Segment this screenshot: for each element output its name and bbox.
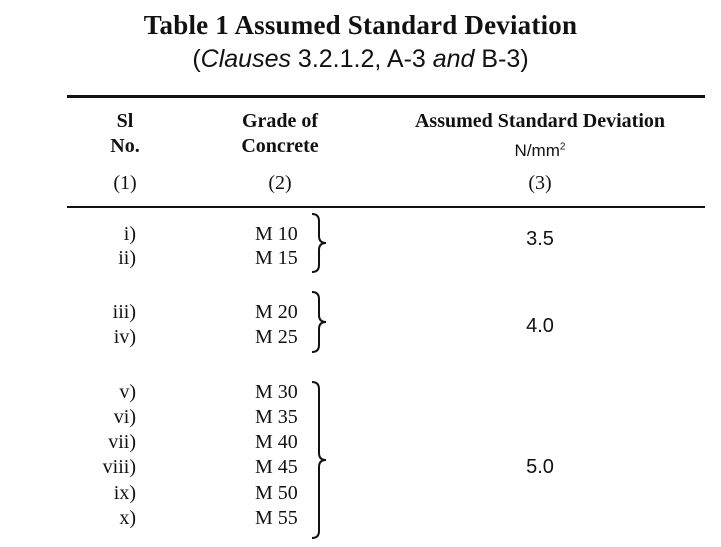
sd-value: 3.5 [526, 228, 554, 250]
table-subtitle: (Clauses 3.2.1.2, A-3 and B-3) [0, 45, 721, 74]
sl-no: v) [119, 381, 136, 403]
header-rule [67, 206, 705, 208]
sd-value: 4.0 [526, 315, 554, 337]
header-grade: Grade of Concrete [220, 109, 340, 159]
grade-cell: M 30 [255, 381, 298, 403]
subtitle-clauses-word: Clauses [200, 45, 291, 73]
brace-group-2 [311, 291, 327, 353]
subtitle-open: ( [192, 45, 201, 73]
header-unit-sup: 2 [559, 141, 566, 153]
col-number-2: (2) [268, 172, 292, 194]
col-number-3: (3) [528, 172, 552, 194]
grade-cell: M 15 [255, 247, 298, 269]
grade-cell: M 55 [255, 507, 298, 529]
header-grade-line1: Grade of [241, 110, 319, 132]
col-number-1: (1) [113, 172, 137, 194]
header-sl-no: Sl No. [100, 109, 150, 159]
sl-no: x) [119, 507, 136, 529]
grade-cell: M 10 [255, 223, 298, 245]
brace-group-1 [311, 213, 327, 273]
grade-cell: M 50 [255, 482, 298, 504]
grade-cell: M 35 [255, 406, 298, 428]
sl-no: ix) [113, 482, 136, 504]
sl-no: vii) [108, 431, 136, 453]
header-sl-line2: No. [110, 135, 140, 157]
grade-cell: M 20 [255, 301, 298, 323]
sl-no: viii) [102, 456, 136, 478]
grade-cell: M 25 [255, 326, 298, 348]
header-grade-line2: Concrete [241, 135, 319, 157]
sl-no: i) [123, 223, 136, 245]
subtitle-and-word: and [432, 45, 475, 73]
header-sl-line1: Sl [116, 110, 134, 132]
grade-cell: M 40 [255, 431, 298, 453]
sl-no: ii) [118, 247, 136, 269]
header-unit: N/mm2 [390, 141, 690, 161]
sl-no: iii) [112, 301, 136, 323]
subtitle-clause-refs: 3.2.1.2, A-3 [290, 45, 433, 73]
sl-no: vi) [113, 406, 136, 428]
header-unit-text: N/mm [514, 141, 560, 160]
subtitle-last-ref: B-3) [474, 45, 529, 73]
grade-cell: M 45 [255, 456, 298, 478]
sd-value: 5.0 [526, 456, 554, 478]
brace-group-3 [311, 381, 327, 539]
top-rule [67, 95, 705, 98]
table-title: Table 1 Assumed Standard Deviation [143, 10, 578, 40]
header-assumed-sd: Assumed Standard Deviation [414, 110, 666, 132]
sl-no: iv) [113, 326, 136, 348]
